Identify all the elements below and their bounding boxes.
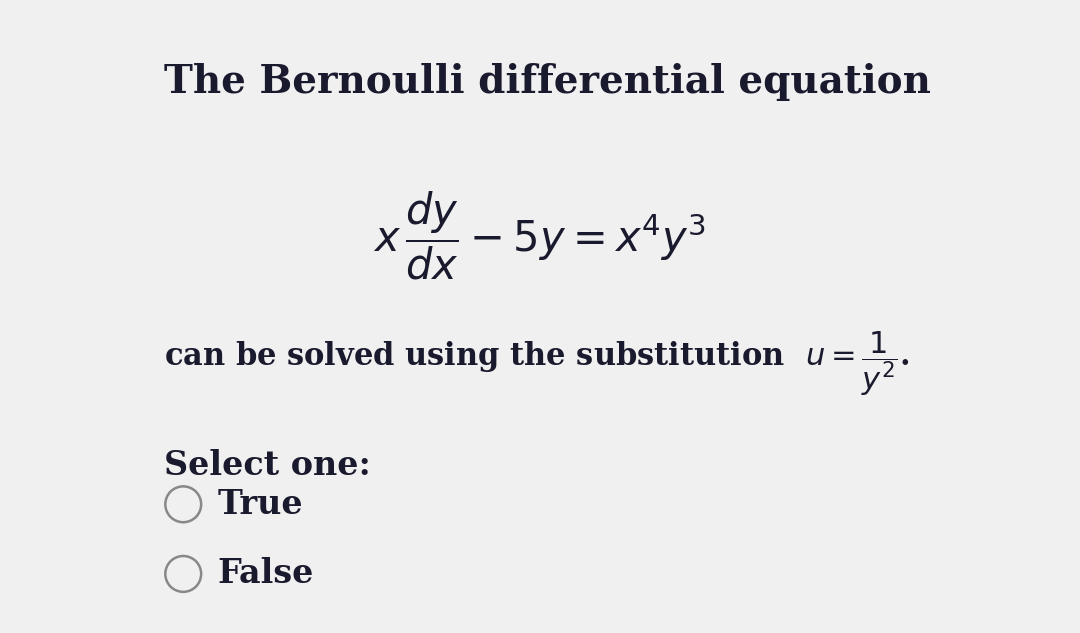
- Text: False: False: [217, 558, 313, 591]
- Text: $x\,\dfrac{dy}{dx} - 5y = x^4 y^3$: $x\,\dfrac{dy}{dx} - 5y = x^4 y^3$: [374, 190, 706, 282]
- Text: can be solved using the substitution  $u = \dfrac{1}{y^2}$.: can be solved using the substitution $u …: [163, 329, 909, 398]
- Text: The Bernoulli differential equation: The Bernoulli differential equation: [163, 63, 930, 101]
- Text: Select one:: Select one:: [163, 449, 370, 482]
- Text: True: True: [217, 488, 302, 521]
